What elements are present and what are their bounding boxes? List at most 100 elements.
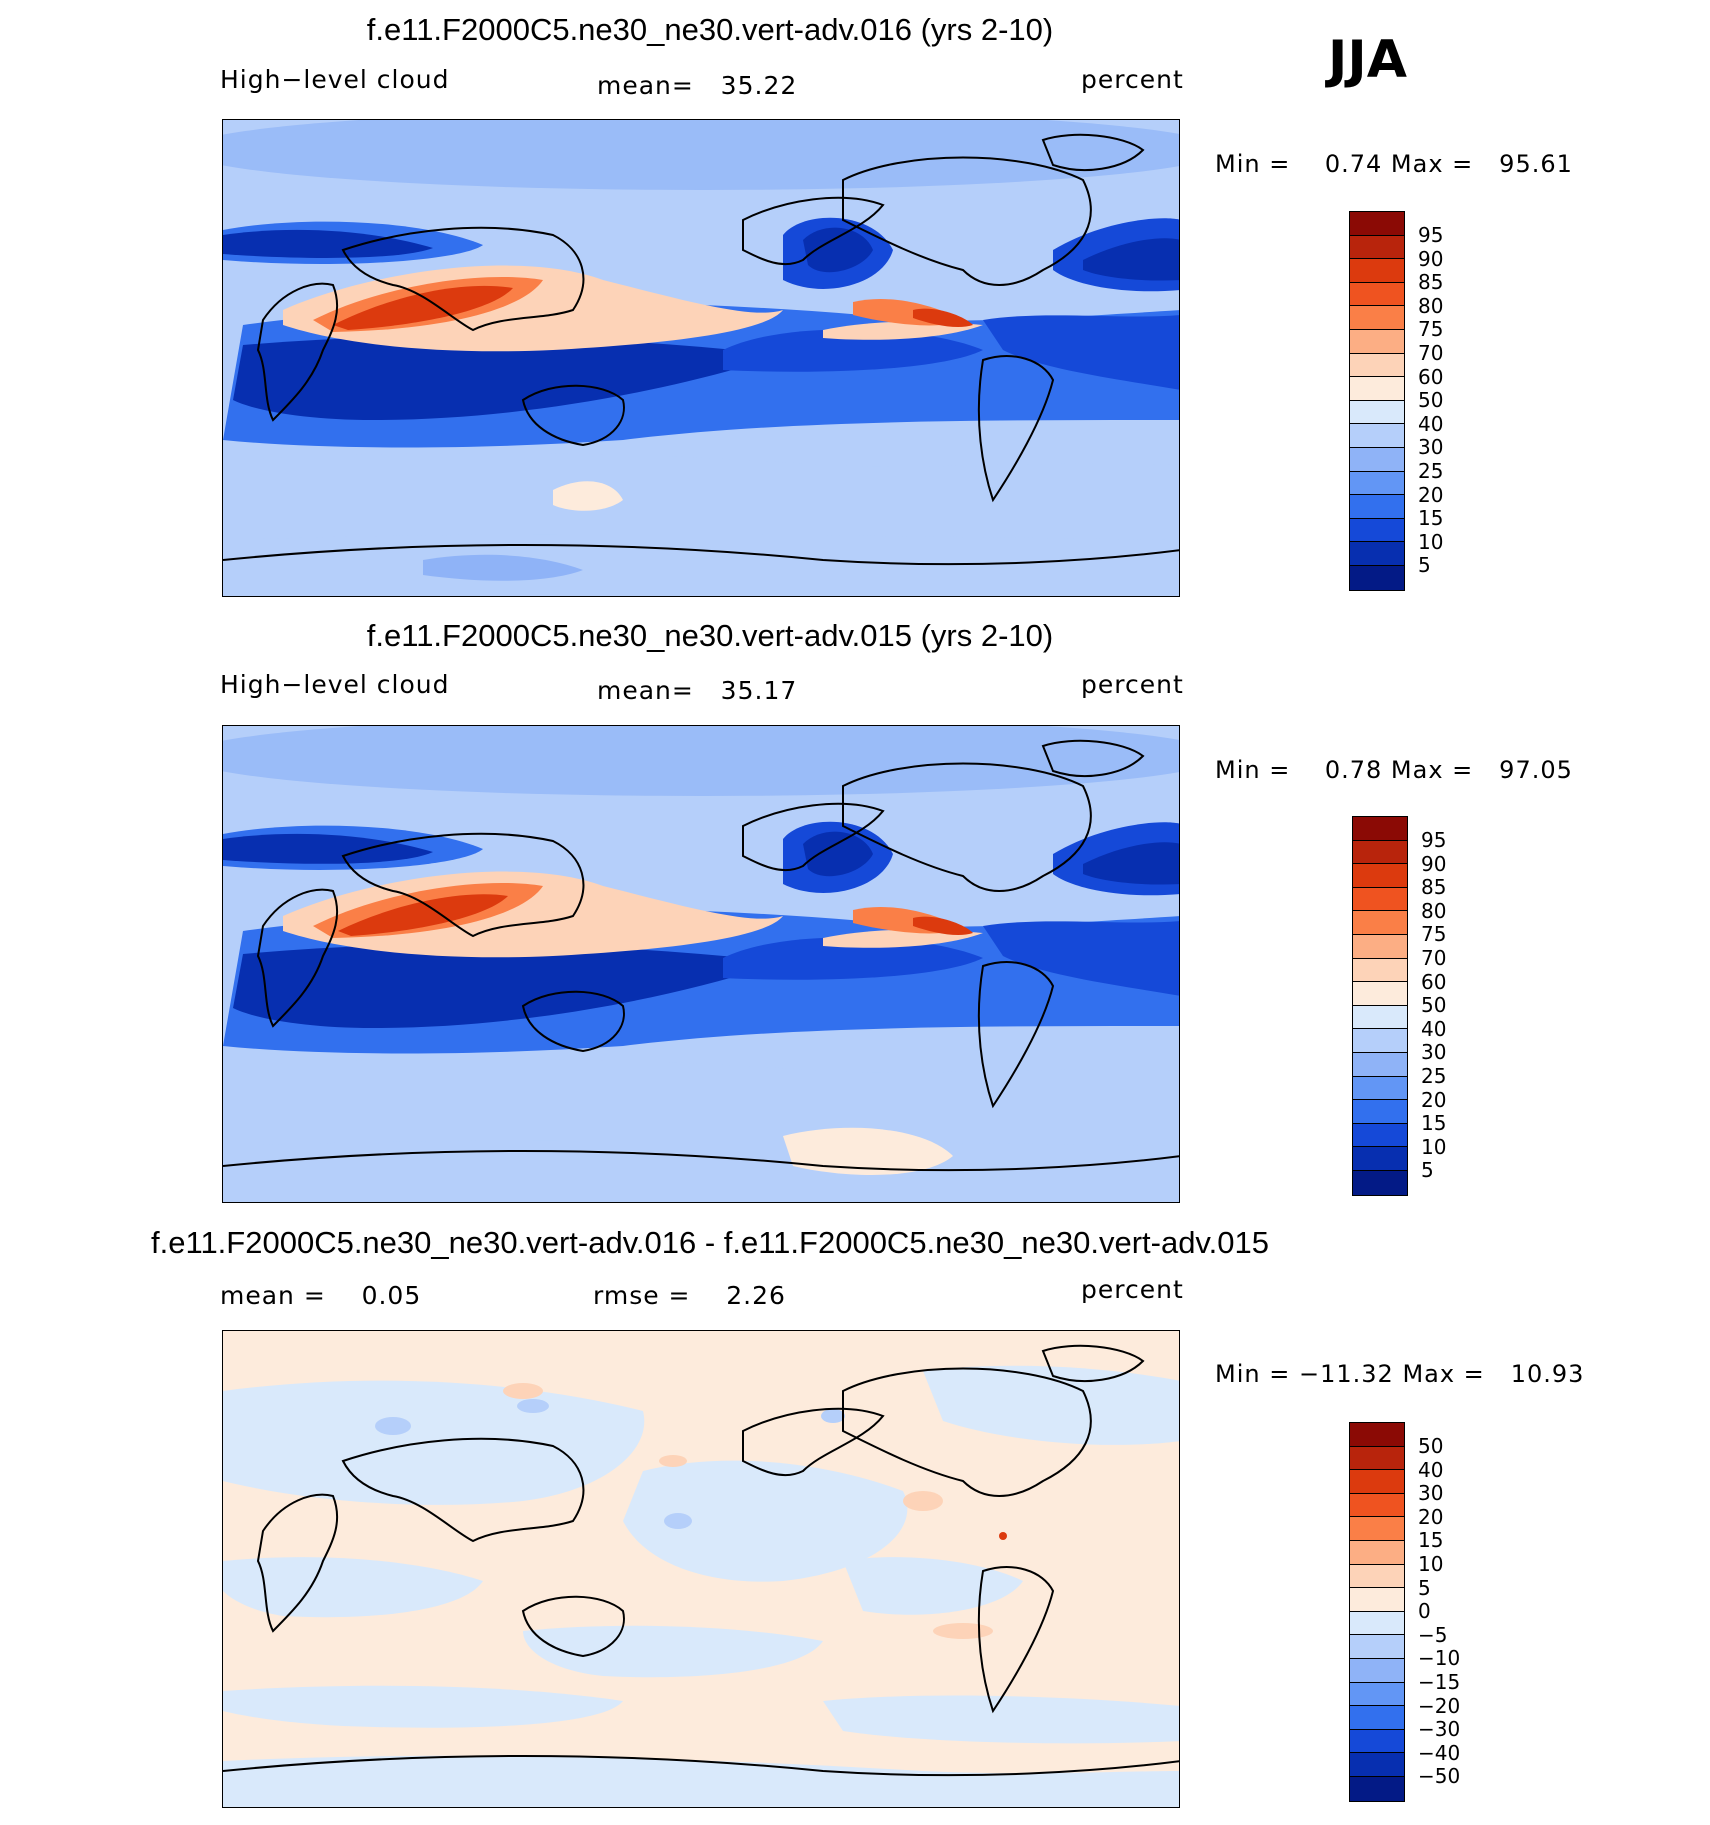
panel2-colorbar-swatch (1353, 982, 1407, 1006)
panel1-map-svg (223, 120, 1179, 596)
panel3-colorbar-label: 0 (1418, 1599, 1431, 1624)
panel1-colorbar-swatch (1350, 306, 1404, 330)
panel3-colorbar-label: −15 (1418, 1670, 1461, 1694)
panel1-colorbar-label: 75 (1418, 317, 1444, 342)
panel1-colorbar-swatch (1350, 424, 1404, 448)
panel1-min-value: 0.74 (1324, 150, 1383, 178)
panel1-colorbar-swatch (1350, 542, 1404, 566)
panel2-max-label: Max = (1390, 756, 1474, 784)
panel1-colorbar-swatch (1350, 471, 1404, 496)
panel1-colorbar-swatch (1350, 329, 1404, 354)
panel1-colorbar-label: 50 (1418, 388, 1444, 413)
panel2-colorbar-swatch (1353, 958, 1407, 983)
panel3-colorbar-swatch (1350, 1423, 1404, 1447)
panel3-colorbar-label: 5 (1418, 1575, 1431, 1600)
panel1-colorbar-label: 90 (1418, 246, 1444, 271)
panel3-map-svg (223, 1331, 1179, 1807)
panel3-colorbar-label: 40 (1418, 1457, 1444, 1482)
panel2-colorbar-swatch (1353, 1052, 1407, 1077)
panel3-colorbar-swatch (1350, 1517, 1404, 1541)
panel1-colorbar-label: 80 (1418, 293, 1444, 318)
panel2-colorbar-label: 10 (1421, 1134, 1447, 1159)
panel3-colorbar-swatch (1350, 1658, 1404, 1683)
panel1-colorbar-label: 20 (1418, 482, 1444, 507)
panel2-colorbar (1352, 816, 1408, 1196)
panel3-colorbar-swatch (1350, 1729, 1404, 1754)
panel2-title: f.e11.F2000C5.ne30_ne30.vert-adv.015 (yr… (366, 618, 1054, 653)
panel2-colorbar-label: 85 (1421, 875, 1447, 900)
panel3-map (222, 1330, 1180, 1808)
panel1-colorbar-label: 40 (1418, 411, 1444, 436)
panel3-colorbar-swatch (1350, 1446, 1404, 1471)
panel3-title: f.e11.F2000C5.ne30_ne30.vert-adv.016 - f… (151, 1225, 1269, 1260)
panel2-colorbar-swatch (1353, 1147, 1407, 1171)
panel1-colorbar-label: 5 (1418, 553, 1431, 578)
panel1-title: f.e11.F2000C5.ne30_ne30.vert-adv.016 (yr… (366, 12, 1054, 47)
panel3-colorbar-label: −40 (1418, 1740, 1461, 1765)
panel1-colorbar-swatch (1350, 518, 1404, 543)
panel3-min-value: −11.32 (1298, 1360, 1394, 1388)
panel3-minmax: Min = −11.32 Max = 10.93 (1215, 1360, 1584, 1388)
panel3-colorbar-label: −10 (1418, 1646, 1461, 1671)
panel3-colorbar-swatch (1350, 1776, 1404, 1801)
panel3-colorbar-label: 15 (1418, 1528, 1444, 1553)
panel1-map (222, 119, 1180, 597)
panel1-colorbar-swatch (1350, 565, 1404, 590)
panel2-colorbar-label: 80 (1421, 898, 1447, 923)
panel1-colorbar-swatch (1350, 282, 1404, 307)
panel1-colorbar-label: 30 (1418, 435, 1444, 460)
panel2-minmax: Min = 0.78 Max = 97.05 (1215, 756, 1573, 784)
panel3-colorbar-swatch (1350, 1493, 1404, 1518)
panel1-min-label: Min = (1215, 150, 1291, 178)
panel3-colorbar-swatch (1350, 1564, 1404, 1589)
panel2-colorbar-label: 75 (1421, 922, 1447, 947)
panel3-colorbar-label: 30 (1418, 1481, 1444, 1506)
panel1-colorbar-label: 60 (1418, 364, 1444, 389)
panel3-colorbar-swatch (1350, 1611, 1404, 1636)
panel1-colorbar-swatch (1350, 235, 1404, 260)
panel1-max-label: Max = (1390, 150, 1474, 178)
panel1-colorbar (1349, 211, 1405, 591)
panel2-colorbar-swatch (1353, 864, 1407, 888)
panel2-colorbar-label: 25 (1421, 1064, 1447, 1088)
panel2-colorbar-label: 95 (1421, 828, 1447, 852)
panel2-variable-label: High−level cloud (220, 670, 450, 699)
panel3-mean-label: mean = 0.05 (220, 1281, 422, 1310)
panel2-colorbar-label: 60 (1421, 969, 1447, 994)
panel1-minmax: Min = 0.74 Max = 95.61 (1215, 150, 1573, 178)
panel2-colorbar-label: 70 (1421, 946, 1447, 970)
panel3-colorbar-swatch (1350, 1706, 1404, 1730)
panel2-map (222, 725, 1180, 1203)
panel2-colorbar-swatch (1353, 1029, 1407, 1053)
panel1-units-label: percent (1081, 65, 1184, 94)
panel1-colorbar-label: 85 (1418, 270, 1444, 295)
panel2-colorbar-label: 90 (1421, 851, 1447, 876)
panel3-colorbar-label: 50 (1418, 1434, 1444, 1458)
panel2-min-value: 0.78 (1324, 756, 1383, 784)
panel2-colorbar-label: 15 (1421, 1111, 1447, 1136)
panel3-colorbar (1349, 1422, 1405, 1802)
panel3-max-value: 10.93 (1510, 1360, 1585, 1388)
panel1-colorbar-label: 95 (1418, 223, 1444, 247)
panel3-colorbar-swatch (1350, 1588, 1404, 1612)
panel3-colorbar-swatch (1350, 1540, 1404, 1565)
panel2-min-label: Min = (1215, 756, 1291, 784)
panel2-mean-label: mean= 35.17 (597, 676, 798, 705)
panel3-colorbar-label: 10 (1418, 1552, 1444, 1576)
panel2-colorbar-swatch (1353, 1170, 1407, 1195)
panel2-colorbar-label: 5 (1421, 1158, 1434, 1183)
panel1-colorbar-swatch (1350, 212, 1404, 236)
panel1-colorbar-swatch (1350, 259, 1404, 283)
panel2-colorbar-swatch (1353, 840, 1407, 865)
panel3-colorbar-label: 20 (1418, 1504, 1444, 1529)
panel3-colorbar-swatch (1350, 1470, 1404, 1494)
panel2-colorbar-label: 40 (1421, 1016, 1447, 1041)
panel1-colorbar-label: 10 (1418, 529, 1444, 554)
panel3-colorbar-swatch (1350, 1635, 1404, 1659)
panel1-variable-label: High−level cloud (220, 65, 450, 94)
panel1-colorbar-swatch (1350, 353, 1404, 378)
panel2-colorbar-swatch (1353, 817, 1407, 841)
panel1-mean-label: mean= 35.22 (597, 71, 798, 100)
panel3-min-label: Min = (1215, 1360, 1291, 1388)
panel2-colorbar-label: 50 (1421, 993, 1447, 1018)
